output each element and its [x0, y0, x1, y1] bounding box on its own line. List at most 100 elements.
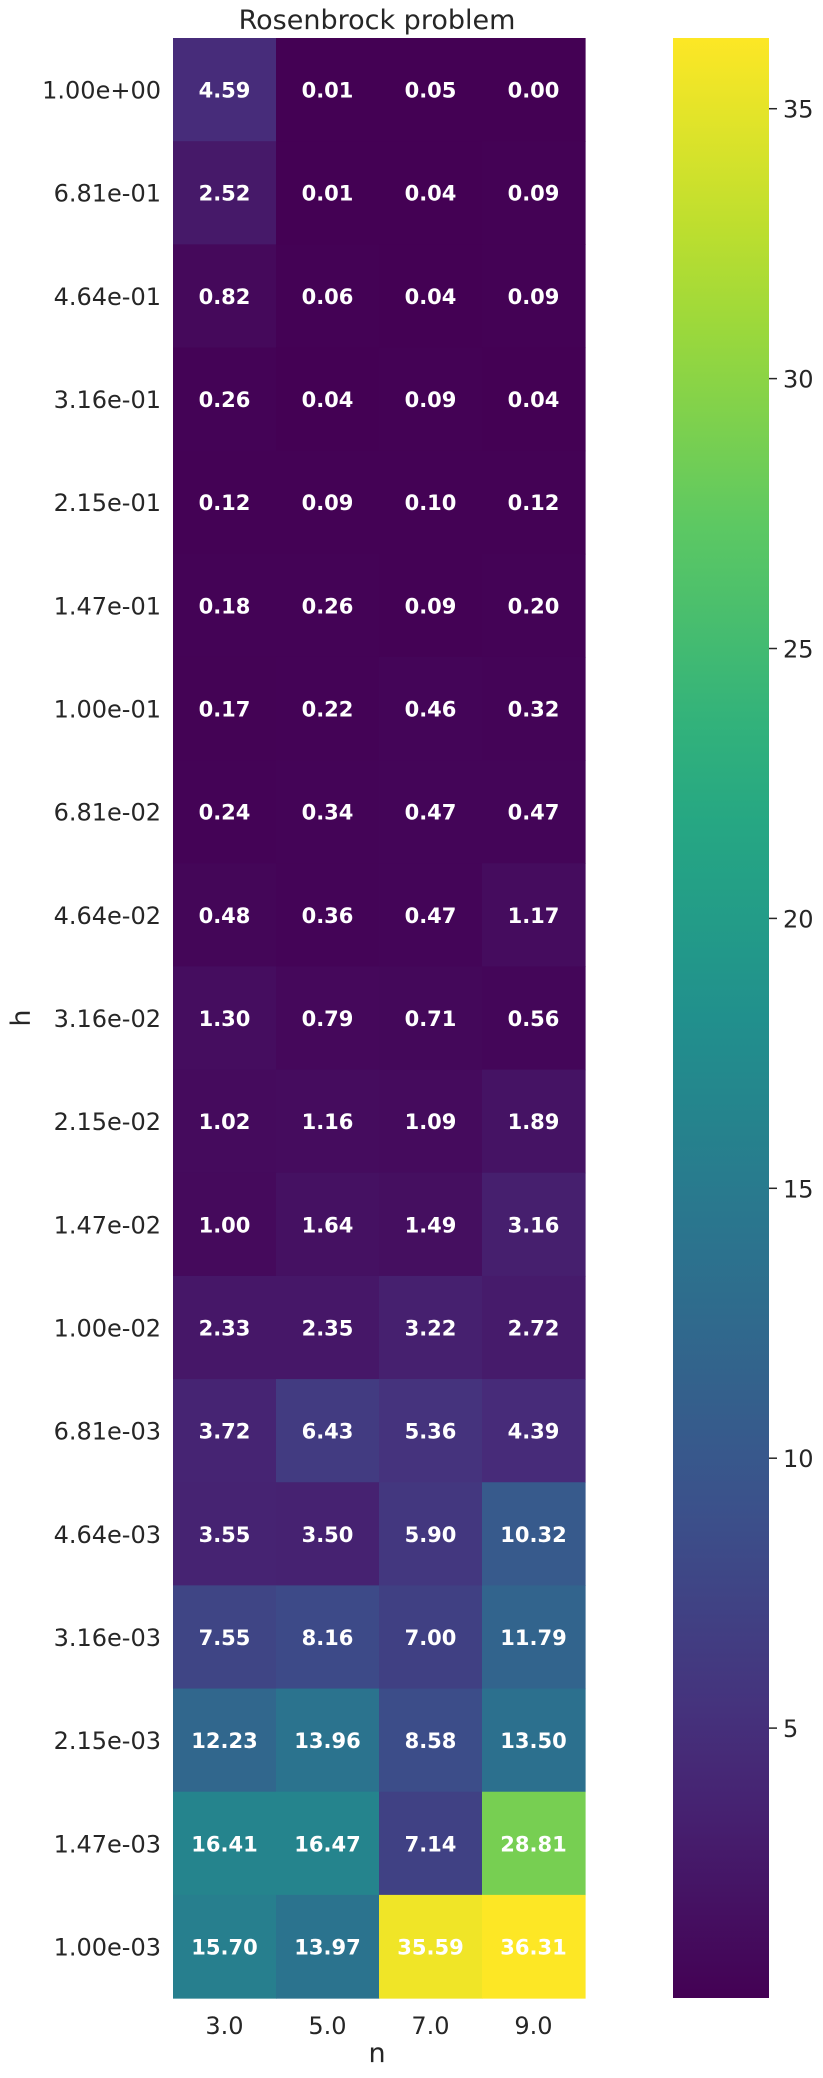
- y-tick-label: 1.00e-01: [54, 696, 161, 724]
- heatmap-cell-labels: 4.59 0.01 0.05 0.00 2.52 0.01 0.04 0.09 0.82 0.06…: [191, 79, 566, 1960]
- heatmap-cell: [173, 1379, 277, 1483]
- cell-value-label: 7.00: [405, 1626, 457, 1650]
- heatmap-cell: [379, 1688, 483, 1793]
- cell-value-label: 16.41: [191, 1832, 257, 1856]
- cell-value-label: 1.17: [508, 904, 560, 928]
- cell-value-label: 0.01: [302, 79, 354, 103]
- y-tick-label: 4.64e-02: [54, 902, 161, 930]
- heatmap-cell: [379, 1482, 483, 1586]
- cell-value-label: 3.72: [199, 1420, 251, 1444]
- heatmap-cell: [276, 760, 380, 864]
- cell-value-label: 0.56: [508, 1007, 560, 1031]
- cell-value-label: 0.71: [405, 1007, 457, 1031]
- y-tick-label: 6.81e-02: [54, 799, 161, 827]
- colorbar-tick-label: 35: [783, 96, 814, 124]
- cell-value-label: 0.04: [405, 285, 457, 309]
- cell-value-label: 0.34: [302, 801, 354, 825]
- cell-value-label: 13.96: [294, 1729, 360, 1753]
- heatmap-cell: [482, 450, 586, 555]
- cell-value-label: 1.02: [199, 1110, 251, 1134]
- cell-value-label: 0.04: [508, 388, 560, 412]
- heatmap-cell: [173, 656, 277, 761]
- cell-value-label: 2.52: [199, 182, 251, 206]
- cell-value-label: 12.23: [191, 1729, 257, 1753]
- cell-value-label: 0.79: [302, 1007, 354, 1031]
- chart-title: Rosenbrock problem: [239, 5, 516, 36]
- cell-value-label: 7.55: [199, 1626, 251, 1650]
- x-axis-label: n: [368, 2038, 385, 2069]
- heatmap-cell: [379, 863, 483, 968]
- heatmap-cell: [276, 38, 380, 142]
- cell-value-label: 0.24: [199, 801, 251, 825]
- heatmap-cell: [482, 1069, 586, 1174]
- cell-value-label: 2.33: [199, 1317, 251, 1341]
- cell-value-label: 0.32: [508, 698, 560, 722]
- y-tick-label: 1.47e-03: [54, 1830, 161, 1858]
- cell-value-label: 0.26: [302, 594, 354, 618]
- heatmap-cell: [379, 553, 483, 658]
- heatmap-cell: [482, 1585, 586, 1690]
- x-tick-label: 5.0: [308, 2012, 346, 2040]
- heatmap-cell: [173, 1482, 277, 1586]
- heatmap-cell: [379, 1894, 483, 1999]
- heatmap-cell: [276, 347, 380, 452]
- heatmap-cell: [173, 1688, 277, 1793]
- cell-value-label: 0.05: [405, 79, 457, 103]
- heatmap-cell: [276, 1172, 380, 1277]
- heatmap-cell: [276, 656, 380, 761]
- y-tick-label: 1.47e-02: [54, 1211, 161, 1239]
- x-tick-label: 7.0: [411, 2012, 449, 2040]
- heatmap-cell: [482, 1379, 586, 1483]
- heatmap-cell: [379, 244, 483, 349]
- cell-value-label: 0.48: [199, 904, 251, 928]
- cell-value-label: 3.55: [199, 1523, 251, 1547]
- cell-value-label: 0.10: [405, 491, 457, 515]
- cell-value-label: 15.70: [191, 1935, 257, 1959]
- heatmap-cell: [276, 141, 380, 245]
- cell-value-label: 0.47: [508, 801, 560, 825]
- y-tick-label: 3.16e-01: [54, 386, 161, 414]
- heatmap-cell: [173, 244, 277, 349]
- cell-value-label: 13.50: [500, 1729, 566, 1753]
- heatmap-cells: [173, 38, 586, 1999]
- x-tick-label: 9.0: [514, 2012, 552, 2040]
- y-tick-label: 6.81e-01: [54, 180, 161, 208]
- heatmap-cell: [173, 450, 277, 555]
- cell-value-label: 0.22: [302, 698, 354, 722]
- cell-value-label: 0.00: [508, 79, 560, 103]
- colorbar-tick-label: 5: [783, 1715, 798, 1743]
- cell-value-label: 6.43: [302, 1420, 354, 1444]
- cell-value-label: 3.16: [508, 1213, 560, 1237]
- y-tick-label: 3.16e-03: [54, 1624, 161, 1652]
- heatmap-cell: [482, 656, 586, 761]
- cell-value-label: 3.50: [302, 1523, 354, 1547]
- heatmap-cell: [173, 1172, 277, 1277]
- heatmap-cell: [173, 38, 277, 142]
- cell-value-label: 0.04: [405, 182, 457, 206]
- heatmap-cell: [276, 1894, 380, 1999]
- heatmap-cell: [276, 1791, 380, 1896]
- y-tick-label: 3.16e-02: [54, 1005, 161, 1033]
- colorbar-tick-label: 10: [783, 1445, 814, 1473]
- colorbar-tick-label: 25: [783, 636, 814, 664]
- heatmap-cell: [173, 1791, 277, 1896]
- x-tick-label: 3.0: [205, 2012, 243, 2040]
- heatmap-cell: [482, 1275, 586, 1380]
- y-tick-label: 2.15e-01: [54, 489, 161, 517]
- heatmap-cell: [379, 347, 483, 452]
- cell-value-label: 0.46: [405, 698, 457, 722]
- heatmap-cell: [173, 347, 277, 452]
- cell-value-label: 0.09: [405, 388, 457, 412]
- cell-value-label: 7.14: [405, 1832, 457, 1856]
- heatmap-cell: [276, 1688, 380, 1793]
- heatmap-cell: [173, 1275, 277, 1380]
- y-tick-label: 4.64e-03: [54, 1521, 161, 1549]
- heatmap-cell: [379, 1069, 483, 1174]
- heatmap-cell: [482, 966, 586, 1071]
- cell-value-label: 0.47: [405, 904, 457, 928]
- y-tick-label: 1.00e+00: [42, 77, 161, 105]
- heatmap-cell: [276, 1275, 380, 1380]
- heatmap-cell: [173, 966, 277, 1071]
- cell-value-label: 1.49: [405, 1213, 457, 1237]
